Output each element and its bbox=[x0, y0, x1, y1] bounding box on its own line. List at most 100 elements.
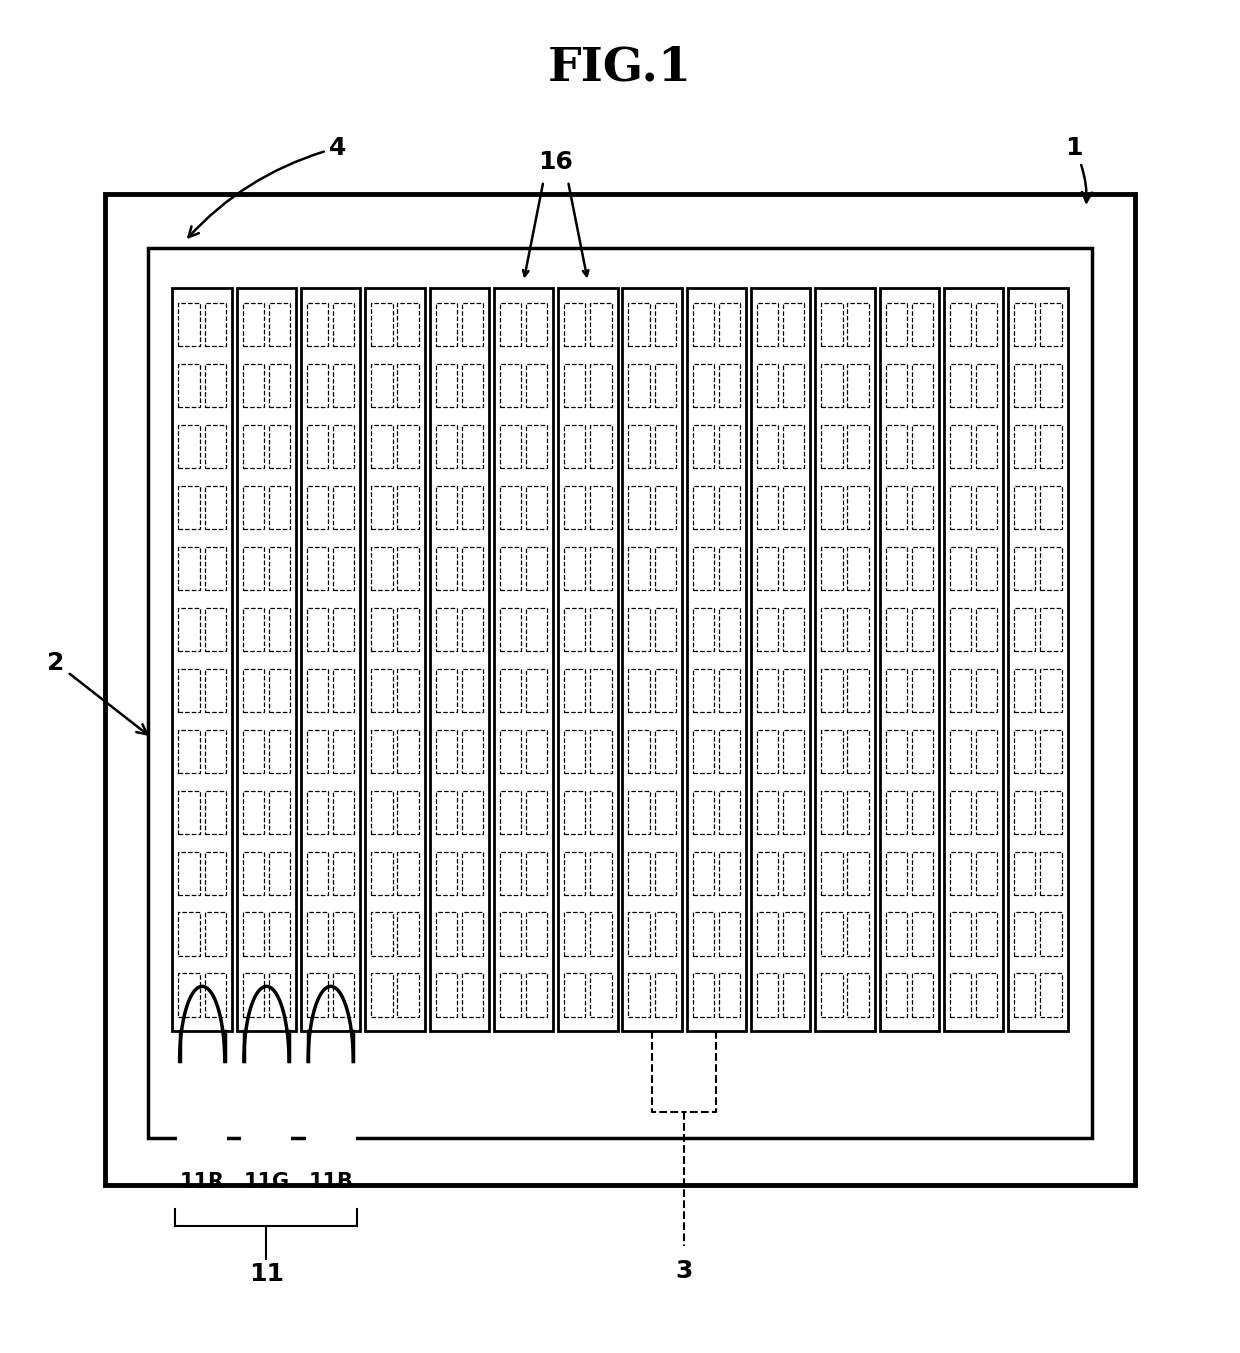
Bar bbox=[1040, 790, 1061, 833]
Bar bbox=[205, 607, 226, 651]
Bar bbox=[719, 790, 740, 833]
Bar bbox=[756, 547, 779, 590]
Bar bbox=[950, 547, 971, 590]
Bar bbox=[950, 668, 971, 712]
Bar bbox=[269, 912, 290, 955]
Bar bbox=[756, 851, 779, 894]
Bar bbox=[435, 425, 456, 468]
Bar bbox=[308, 303, 329, 346]
Bar bbox=[847, 486, 869, 529]
Bar bbox=[435, 547, 456, 590]
Bar bbox=[179, 364, 200, 407]
Bar bbox=[237, 288, 296, 1031]
Bar bbox=[269, 851, 290, 894]
Bar bbox=[719, 547, 740, 590]
Bar bbox=[334, 547, 355, 590]
Bar bbox=[885, 425, 906, 468]
Bar bbox=[308, 425, 329, 468]
Bar bbox=[911, 851, 932, 894]
Bar bbox=[847, 303, 869, 346]
Bar bbox=[461, 486, 484, 529]
Bar bbox=[334, 668, 355, 712]
Bar bbox=[308, 790, 329, 833]
Bar bbox=[1014, 425, 1035, 468]
Bar bbox=[629, 303, 650, 346]
Bar bbox=[172, 288, 232, 1031]
Bar bbox=[269, 425, 290, 468]
Bar bbox=[885, 851, 906, 894]
Bar bbox=[693, 729, 714, 773]
Bar bbox=[500, 486, 521, 529]
Bar bbox=[526, 790, 547, 833]
Bar bbox=[179, 912, 200, 955]
Bar bbox=[590, 607, 611, 651]
Bar bbox=[179, 851, 200, 894]
Bar bbox=[397, 303, 419, 346]
Bar bbox=[976, 607, 997, 651]
Bar bbox=[461, 303, 484, 346]
Bar bbox=[371, 668, 393, 712]
Bar bbox=[693, 607, 714, 651]
Bar bbox=[205, 486, 226, 529]
Bar bbox=[564, 729, 585, 773]
Bar bbox=[1014, 364, 1035, 407]
Bar bbox=[269, 607, 290, 651]
Bar bbox=[590, 790, 611, 833]
Bar bbox=[756, 790, 779, 833]
Text: 11: 11 bbox=[249, 1262, 284, 1285]
Bar bbox=[435, 303, 456, 346]
Bar bbox=[500, 790, 521, 833]
Bar bbox=[821, 486, 843, 529]
Bar bbox=[629, 547, 650, 590]
Bar bbox=[429, 288, 489, 1031]
Bar bbox=[334, 607, 355, 651]
Bar bbox=[397, 668, 419, 712]
Bar bbox=[821, 790, 843, 833]
Text: 2: 2 bbox=[47, 651, 148, 735]
Bar bbox=[1040, 364, 1061, 407]
Bar bbox=[564, 607, 585, 651]
Bar bbox=[622, 288, 682, 1031]
Bar bbox=[301, 288, 361, 1031]
Bar bbox=[243, 851, 264, 894]
Bar bbox=[397, 790, 419, 833]
Bar bbox=[655, 668, 676, 712]
Bar bbox=[976, 668, 997, 712]
Bar bbox=[655, 364, 676, 407]
Bar bbox=[558, 288, 618, 1031]
Bar bbox=[976, 973, 997, 1016]
Bar bbox=[397, 729, 419, 773]
Bar bbox=[334, 486, 355, 529]
Bar bbox=[719, 668, 740, 712]
Text: 1: 1 bbox=[1065, 135, 1092, 202]
Bar bbox=[366, 288, 424, 1031]
Bar bbox=[629, 486, 650, 529]
Bar bbox=[334, 912, 355, 955]
Bar bbox=[655, 486, 676, 529]
Bar bbox=[950, 303, 971, 346]
Bar bbox=[308, 851, 329, 894]
Bar bbox=[976, 486, 997, 529]
Bar bbox=[784, 729, 805, 773]
Bar bbox=[205, 729, 226, 773]
Bar bbox=[435, 973, 456, 1016]
Bar bbox=[500, 973, 521, 1016]
Bar bbox=[629, 425, 650, 468]
Bar bbox=[847, 912, 869, 955]
Bar bbox=[821, 668, 843, 712]
Bar bbox=[976, 303, 997, 346]
Bar bbox=[461, 729, 484, 773]
Text: 3: 3 bbox=[676, 1260, 693, 1283]
Bar bbox=[784, 364, 805, 407]
Bar bbox=[693, 364, 714, 407]
Bar bbox=[976, 790, 997, 833]
Bar bbox=[205, 303, 226, 346]
Bar bbox=[461, 425, 484, 468]
Bar bbox=[435, 486, 456, 529]
Bar bbox=[885, 303, 906, 346]
Bar bbox=[629, 912, 650, 955]
Bar bbox=[590, 912, 611, 955]
Bar bbox=[397, 547, 419, 590]
Bar bbox=[308, 486, 329, 529]
Bar bbox=[526, 547, 547, 590]
